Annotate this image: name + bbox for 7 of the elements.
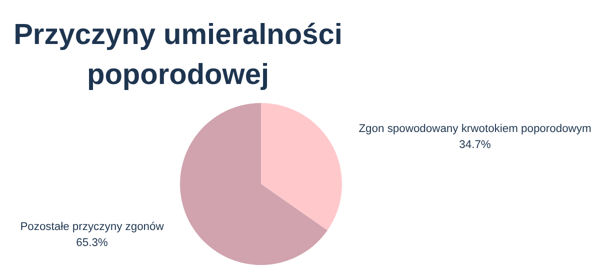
slice-label: Zgon spowodowany krwotokiem poporodowym [358,123,592,135]
pie-slice [261,103,342,230]
slice-label: Pozostałe przyczyny zgonów [20,221,165,233]
data-label: 34.7% [459,139,491,151]
pie-slice [180,103,328,265]
chart-title: Przyczyny umieralności poporodowej [14,19,342,91]
data-label: 65.3% [76,237,108,249]
